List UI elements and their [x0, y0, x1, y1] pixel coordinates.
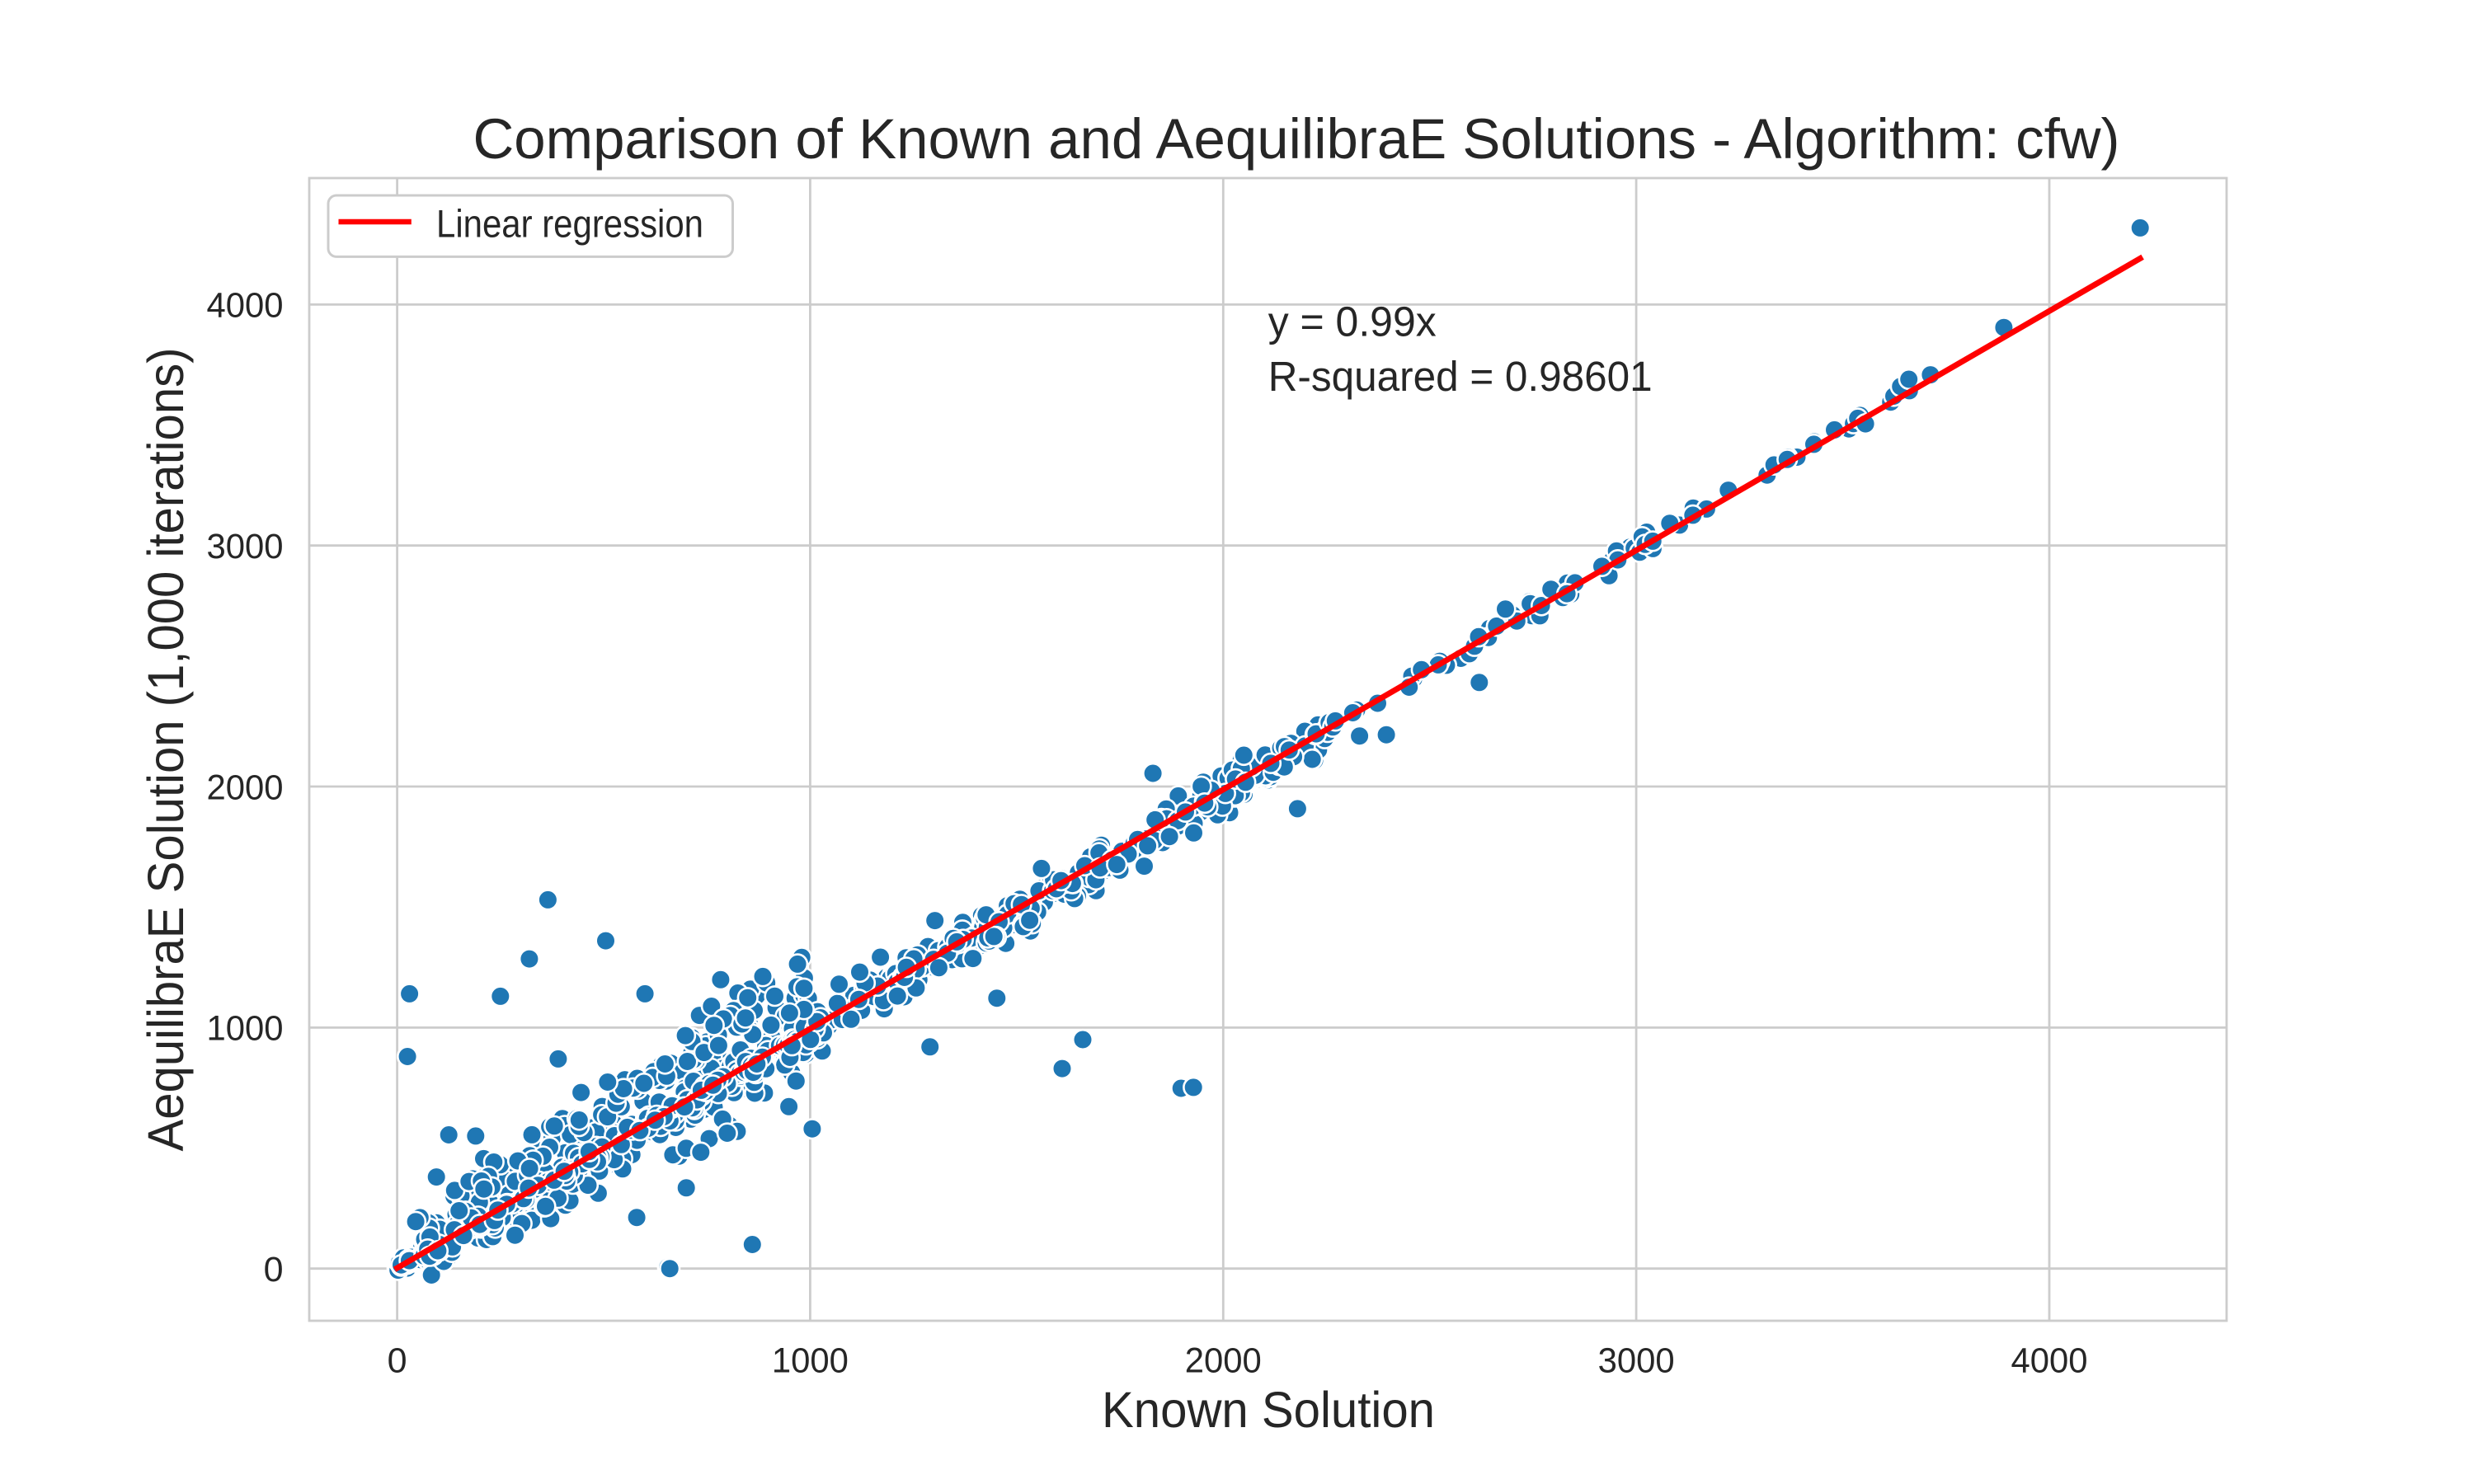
svg-text:Known Solution: Known Solution [1102, 1382, 1435, 1438]
svg-text:0: 0 [388, 1341, 407, 1381]
svg-text:AequilibraE Solution (1,000 it: AequilibraE Solution (1,000 iterations) [138, 348, 194, 1152]
svg-text:Comparison of Known and Aequil: Comparison of Known and AequilibraE Solu… [473, 107, 2120, 171]
svg-text:1000: 1000 [772, 1341, 849, 1381]
svg-text:3000: 3000 [1598, 1341, 1675, 1381]
svg-text:1000: 1000 [207, 1009, 284, 1049]
svg-text:3000: 3000 [207, 527, 284, 566]
svg-text:2000: 2000 [1185, 1341, 1262, 1381]
svg-text:4000: 4000 [207, 286, 284, 326]
svg-text:4000: 4000 [2011, 1341, 2088, 1381]
svg-text:Linear regression: Linear regression [436, 202, 703, 246]
svg-text:R-squared = 0.98601: R-squared = 0.98601 [1268, 353, 1653, 400]
svg-text:2000: 2000 [207, 768, 284, 807]
svg-text:0: 0 [264, 1250, 284, 1289]
svg-text:y = 0.99x: y = 0.99x [1268, 298, 1437, 345]
